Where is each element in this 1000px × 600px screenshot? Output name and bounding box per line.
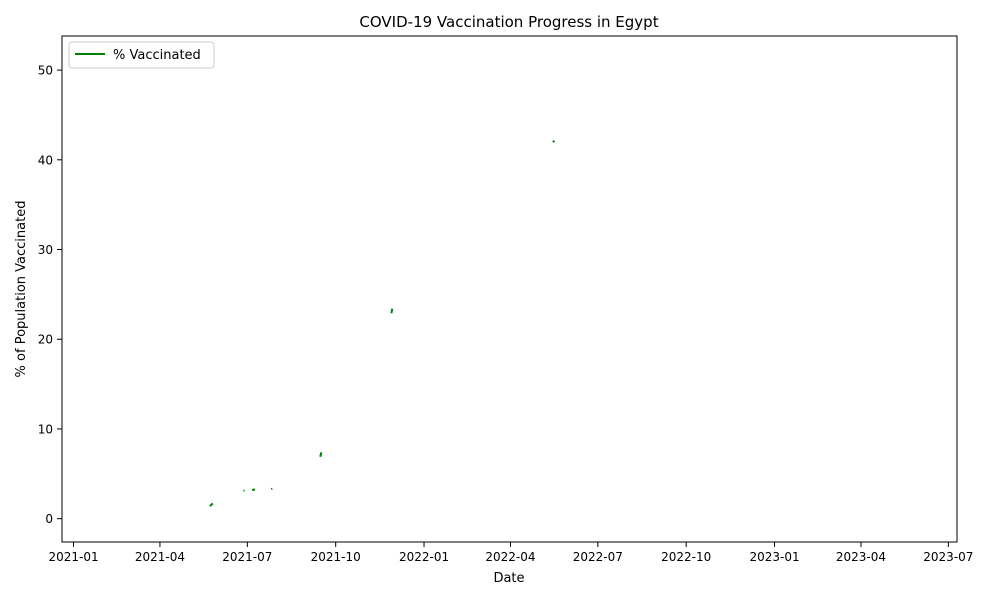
y-tick-label: 50 [38, 64, 53, 78]
x-tick-label: 2021-07 [222, 550, 272, 564]
y-tick-label: 40 [38, 153, 53, 167]
x-tick-label: 2021-01 [48, 550, 98, 564]
x-tick-label: 2023-04 [836, 550, 886, 564]
y-axis-label: % of Population Vaccinated [14, 201, 29, 378]
y-tick-label: 20 [38, 333, 53, 347]
x-tick-label: 2023-07 [923, 550, 973, 564]
x-tick-label: 2022-10 [661, 550, 711, 564]
x-axis: 2021-01 2021-04 2021-07 2021-10 2022-01 2022-… [48, 542, 973, 564]
x-axis-label: Date [493, 571, 524, 586]
legend: % Vaccinated [68, 41, 215, 69]
y-tick-label: 30 [38, 243, 53, 257]
x-tick-label: 2022-01 [399, 550, 449, 564]
y-tick-label: 0 [45, 512, 53, 526]
series-line-segment [390, 308, 394, 314]
series-line-segment [552, 140, 556, 143]
legend-box [68, 41, 215, 69]
y-tick-label: 10 [38, 422, 53, 436]
series-line-segment [270, 487, 273, 490]
x-tick-label: 2022-07 [573, 550, 623, 564]
x-tick-label: 2021-10 [311, 550, 361, 564]
series-line-segment [251, 488, 256, 491]
chart-title: COVID-19 Vaccination Progress in Egypt [359, 13, 658, 31]
legend-label: % Vaccinated [113, 48, 201, 63]
x-tick-label: 2022-04 [485, 550, 535, 564]
plot-area [61, 35, 958, 543]
y-axis: 0 10 20 30 40 50 [38, 64, 62, 526]
series-line-segment [319, 452, 323, 458]
series-line-segment [209, 502, 214, 507]
series-line-segment [243, 489, 245, 492]
plot-frame [61, 35, 958, 543]
x-tick-label: 2021-04 [135, 550, 185, 564]
series-layer [209, 140, 556, 507]
x-tick-label: 2023-01 [749, 550, 799, 564]
